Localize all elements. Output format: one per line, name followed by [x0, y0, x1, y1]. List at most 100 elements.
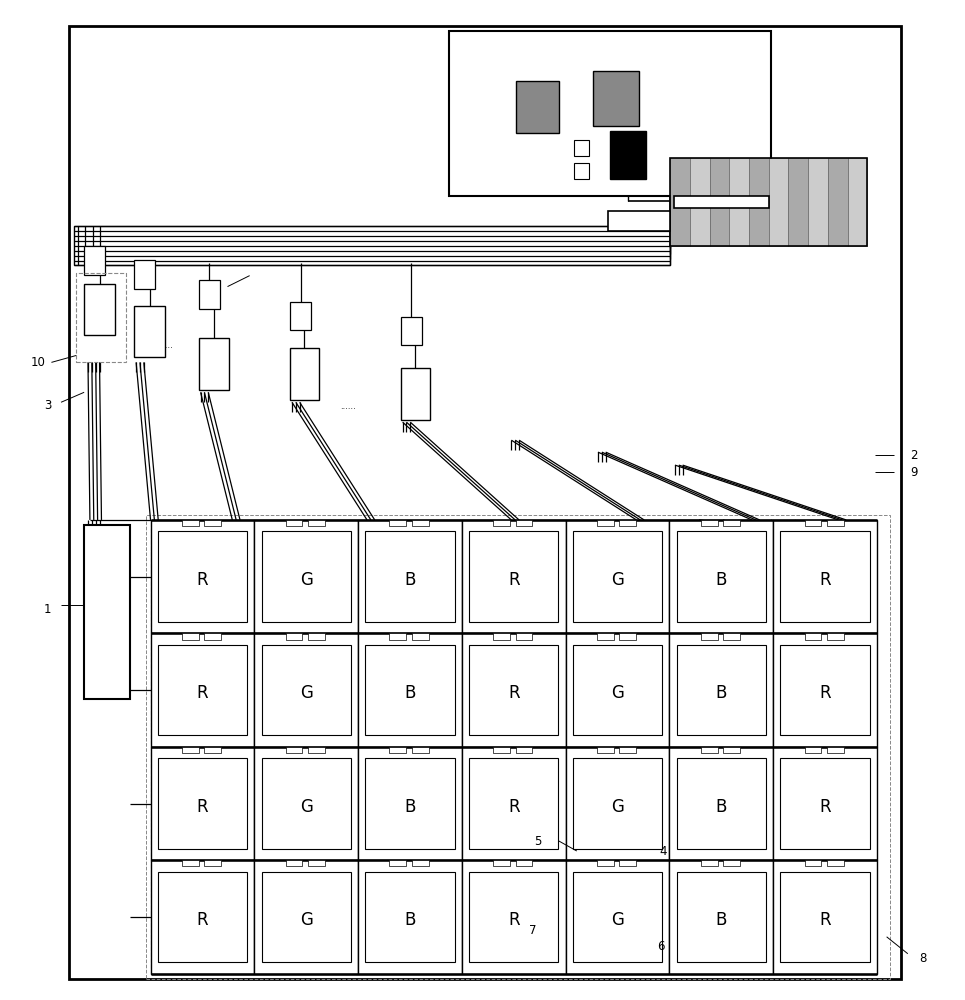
Bar	[390, 520, 406, 526]
Text: R: R	[197, 571, 208, 589]
Bar	[769, 158, 788, 246]
Text: 4: 4	[660, 845, 667, 858]
Text: B: B	[716, 571, 727, 589]
Bar	[515, 520, 533, 526]
Bar	[827, 633, 843, 640]
Bar	[151, 747, 255, 860]
Bar	[358, 747, 462, 860]
Bar	[597, 860, 614, 866]
Bar	[620, 747, 636, 753]
Bar	[308, 520, 325, 526]
Text: 10: 10	[31, 356, 45, 369]
Bar	[255, 633, 358, 747]
Text: ......: ......	[157, 341, 173, 350]
Bar	[366, 645, 455, 735]
Bar	[827, 520, 843, 526]
Bar	[805, 633, 821, 640]
Bar	[290, 348, 318, 400]
Bar	[574, 140, 590, 156]
Text: G: G	[300, 684, 313, 702]
Bar	[773, 860, 877, 974]
Bar	[366, 872, 455, 962]
Bar	[286, 633, 302, 640]
Bar	[462, 747, 565, 860]
Text: R: R	[197, 798, 208, 816]
Bar	[84, 246, 105, 275]
Text: B: B	[716, 798, 727, 816]
Text: B: B	[404, 684, 416, 702]
Bar	[773, 633, 877, 747]
Bar	[593, 71, 640, 126]
Bar	[676, 758, 766, 849]
Bar	[493, 747, 510, 753]
Bar	[597, 747, 614, 753]
Text: 5: 5	[535, 835, 542, 848]
Bar	[723, 520, 740, 526]
Bar	[73, 226, 670, 265]
Text: B: B	[404, 798, 416, 816]
Text: S
T
V
2: S T V 2	[148, 319, 152, 343]
Bar	[151, 860, 255, 974]
Bar	[462, 860, 565, 974]
Text: B: B	[716, 911, 727, 929]
Bar	[262, 758, 351, 849]
Bar	[400, 368, 429, 420]
Text: 7: 7	[529, 924, 537, 937]
Bar	[358, 633, 462, 747]
Bar	[462, 520, 565, 633]
Text: S
T
V
1: S T V 1	[97, 298, 102, 322]
Bar	[412, 520, 428, 526]
Bar	[290, 302, 312, 330]
Bar	[84, 525, 130, 699]
Bar	[565, 747, 670, 860]
Text: C
L
K
1: C L K 1	[302, 362, 307, 386]
Bar	[158, 758, 247, 849]
Text: 3: 3	[43, 399, 51, 412]
Bar	[205, 747, 221, 753]
Bar	[69, 26, 901, 979]
Bar	[366, 758, 455, 849]
Bar	[701, 633, 718, 640]
Bar	[781, 531, 869, 622]
Text: G: G	[611, 684, 624, 702]
Bar	[158, 872, 247, 962]
Bar	[620, 860, 636, 866]
Bar	[573, 645, 662, 735]
Bar	[412, 633, 428, 640]
Text: B: B	[404, 911, 416, 929]
Bar	[158, 531, 247, 622]
Bar	[358, 520, 462, 633]
Bar	[809, 158, 828, 246]
Bar	[670, 158, 690, 246]
Bar	[573, 758, 662, 849]
Bar	[469, 758, 559, 849]
Bar	[390, 860, 406, 866]
Text: G: G	[611, 798, 624, 816]
Text: ......: ......	[340, 402, 356, 411]
Text: R: R	[197, 684, 208, 702]
Bar	[390, 747, 406, 753]
Bar	[308, 860, 325, 866]
Bar	[469, 872, 559, 962]
Bar	[773, 520, 877, 633]
Bar	[608, 211, 670, 231]
Text: R: R	[508, 798, 519, 816]
Bar	[286, 520, 302, 526]
Bar	[469, 645, 559, 735]
Bar	[205, 633, 221, 640]
Bar	[493, 633, 510, 640]
Bar	[805, 747, 821, 753]
Text: R: R	[508, 571, 519, 589]
Bar	[827, 747, 843, 753]
Bar	[255, 747, 358, 860]
Bar	[255, 520, 358, 633]
Text: G: G	[300, 798, 313, 816]
Text: G: G	[300, 571, 313, 589]
Text: S
T
V
n: S T V n	[211, 352, 216, 376]
Bar	[308, 633, 325, 640]
Bar	[462, 633, 565, 747]
Bar	[573, 531, 662, 622]
Bar	[670, 860, 773, 974]
Bar	[449, 31, 771, 196]
Bar	[565, 633, 670, 747]
